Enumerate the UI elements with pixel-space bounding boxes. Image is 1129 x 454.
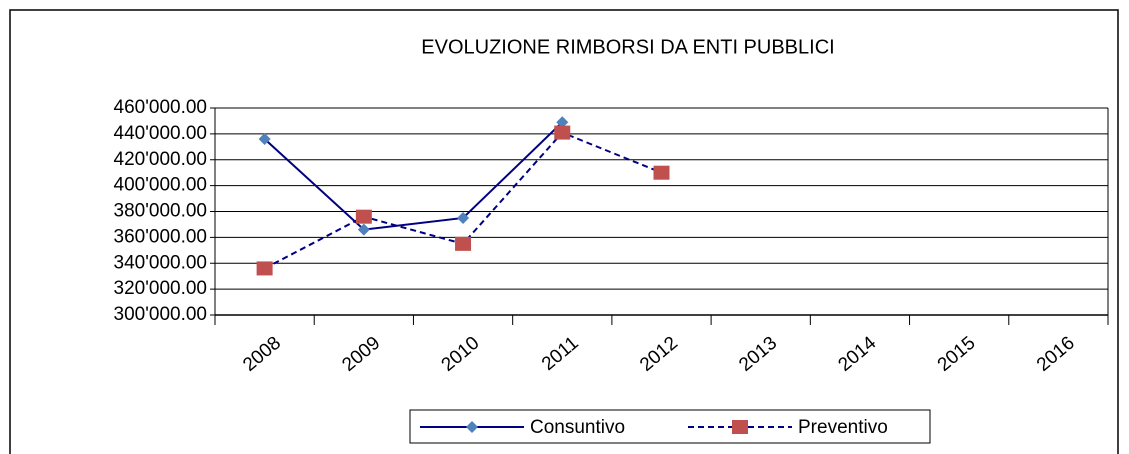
legend-marker <box>732 420 748 434</box>
marker <box>554 125 571 140</box>
y-tick-label: 340'000.00 <box>114 252 207 273</box>
y-tick-label: 380'000.00 <box>114 201 207 222</box>
y-tick-label: 300'000.00 <box>114 304 207 325</box>
marker <box>258 133 271 146</box>
y-tick-label: 420'000.00 <box>114 149 207 170</box>
marker <box>256 261 273 276</box>
chart-title: EVOLUZIONE RIMBORSI DA ENTI PUBBLICI <box>421 36 834 58</box>
marker <box>653 165 670 180</box>
marker <box>457 211 470 224</box>
legend-label: Consuntivo <box>530 417 625 438</box>
series-line <box>263 121 563 231</box>
legend-marker <box>466 421 478 433</box>
marker <box>556 116 569 129</box>
series <box>258 116 569 236</box>
y-tick-label: 400'000.00 <box>114 175 207 196</box>
y-tick-label: 460'000.00 <box>114 97 207 118</box>
marker <box>355 209 372 224</box>
legend: Consuntivo Preventivo <box>409 409 931 444</box>
marker <box>455 236 472 251</box>
legend-label: Preventivo <box>798 417 888 438</box>
y-tick-label: 320'000.00 <box>114 278 207 299</box>
chart-frame <box>9 9 1119 454</box>
y-tick-label: 360'000.00 <box>114 226 207 247</box>
marker <box>357 223 370 236</box>
series <box>256 125 670 276</box>
y-tick-label: 440'000.00 <box>114 123 207 144</box>
